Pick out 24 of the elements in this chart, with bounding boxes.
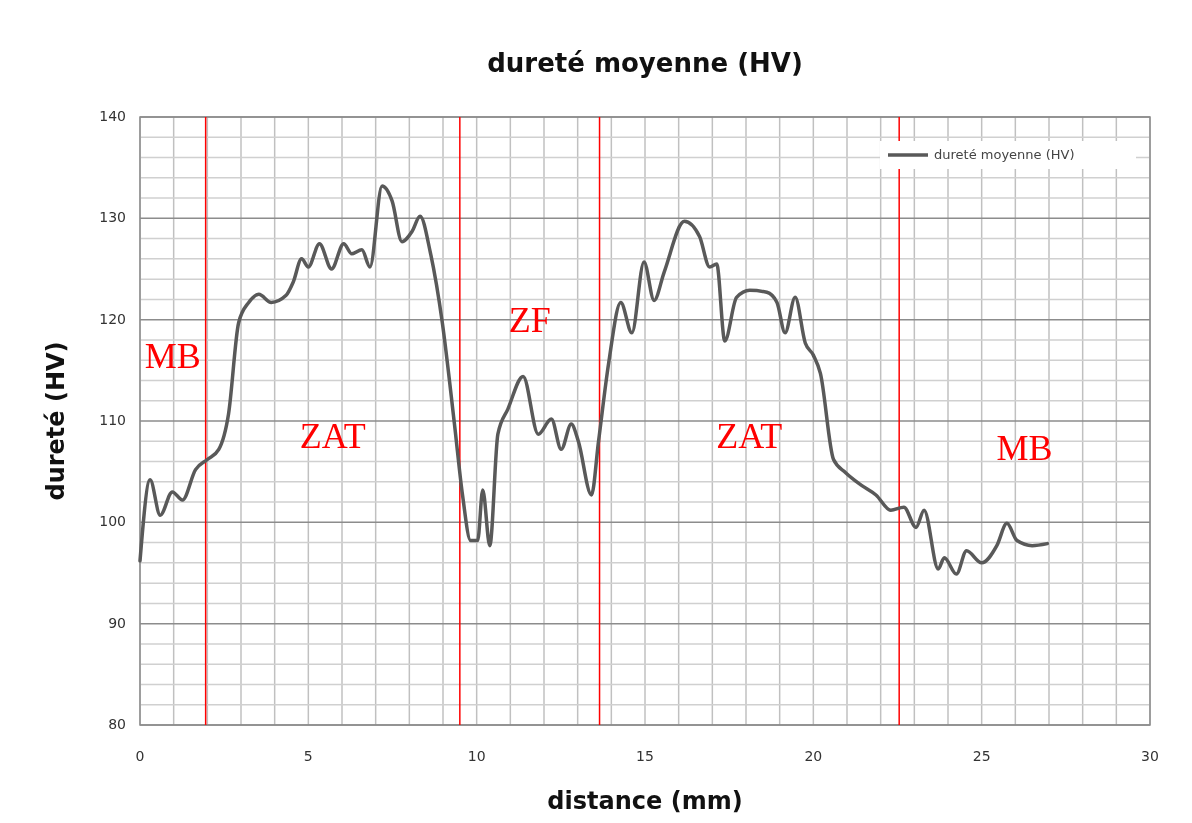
x-tick-label: 25 [972,748,991,764]
x-tick-label: 0 [135,748,145,764]
y-tick-label: 110 [99,412,126,428]
y-tick-label: 90 [108,614,126,631]
annotation: MB [144,336,201,377]
x-axis-title: distance (mm) [547,787,743,815]
chart-title: dureté moyenne (HV) [487,48,803,78]
y-tick-label: 140 [99,108,126,124]
annotation: ZAT [716,415,783,456]
y-axis-title: dureté (HV) [42,341,70,501]
x-tick-label: 10 [467,748,486,764]
annotation: MB [996,427,1053,468]
legend-label: dureté moyenne (HV) [934,146,1075,162]
y-tick-label: 80 [108,716,126,732]
x-tick-label: 20 [804,748,823,764]
annotation: ZAT [299,415,366,456]
y-tick-label: 100 [99,513,126,530]
y-tick-label: 120 [99,310,126,327]
x-tick-label: 30 [1141,748,1159,764]
y-tick-label: 130 [99,209,126,226]
annotation: ZF [508,299,551,340]
x-tick-label: 15 [636,748,654,764]
line-series [138,184,1050,576]
x-tick-label: 5 [303,748,313,764]
